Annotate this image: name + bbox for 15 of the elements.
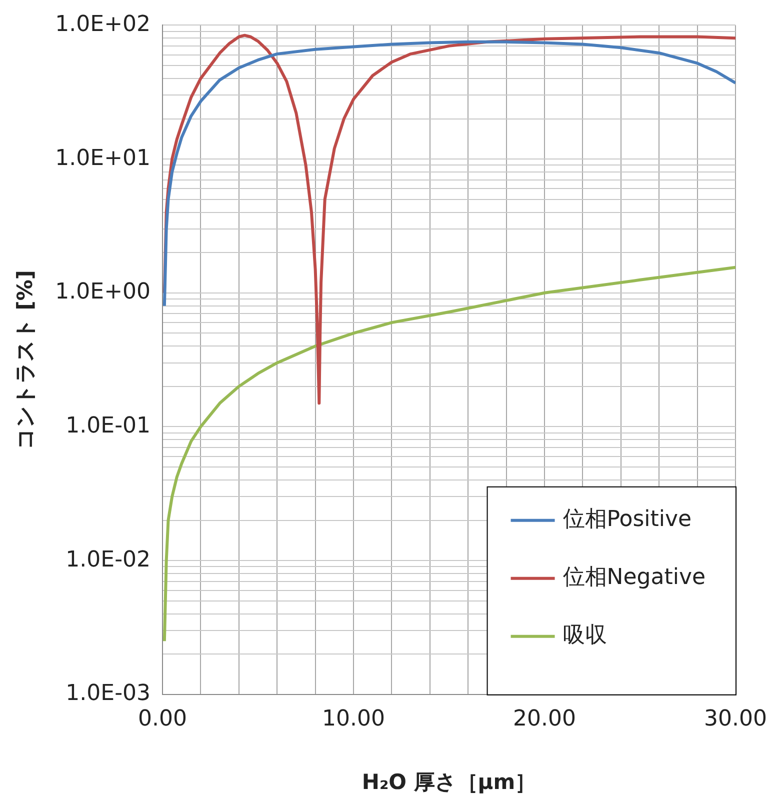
y-tick-label: 1.0E-03 xyxy=(66,681,151,706)
y-tick-label: 1.0E-01 xyxy=(66,413,151,438)
y-tick-label: 1.0E+00 xyxy=(55,280,151,305)
y-tick-label: 1.0E-02 xyxy=(66,547,151,572)
x-tick-label: 10.00 xyxy=(322,706,386,732)
x-tick-label: 0.00 xyxy=(138,706,188,732)
x-axis-title: H₂O 厚さ［μm］ xyxy=(362,770,536,794)
legend-label: 位相Negative xyxy=(562,565,706,590)
legend-label: 位相Positive xyxy=(562,507,692,532)
y-axis-title: コントラスト [%] xyxy=(13,270,38,450)
y-tick-label: 1.0E+01 xyxy=(55,146,151,171)
legend-label: 吸収 xyxy=(562,623,607,648)
x-tick-label: 20.00 xyxy=(513,706,576,732)
y-tick-label: 1.0E+02 xyxy=(55,12,151,37)
x-tick-label: 30.00 xyxy=(704,706,767,732)
